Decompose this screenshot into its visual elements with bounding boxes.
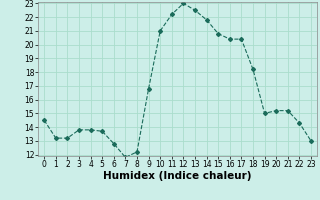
X-axis label: Humidex (Indice chaleur): Humidex (Indice chaleur) — [103, 171, 252, 181]
